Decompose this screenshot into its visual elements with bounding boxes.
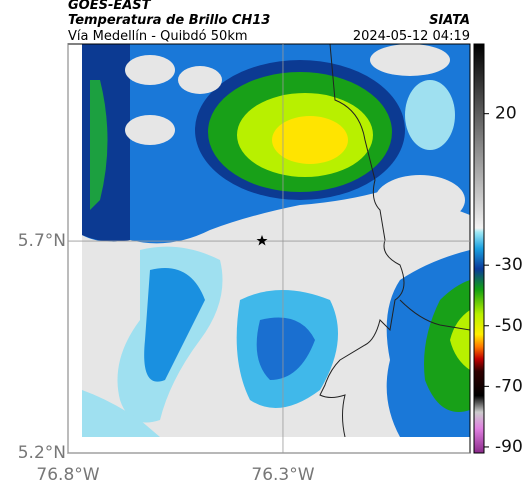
colorbar-tick-label: -50 bbox=[495, 316, 523, 336]
colorbar-tick-label: -70 bbox=[495, 376, 523, 396]
y-tick-label: 5.7°N bbox=[18, 231, 66, 251]
satellite-image bbox=[82, 44, 470, 437]
colorbar bbox=[473, 43, 485, 454]
satellite: GOES-EAST bbox=[68, 0, 152, 13]
colorbar-tick-label: -90 bbox=[495, 437, 523, 457]
source: SIATA bbox=[429, 13, 470, 28]
colorbar-tick-label: 20 bbox=[495, 104, 517, 124]
x-tick-label: 76.8°W bbox=[36, 465, 99, 485]
y-tick-label: 5.2°N bbox=[18, 443, 66, 463]
colorbar-ticks: 20 -30 -50 -70 -90 bbox=[484, 104, 523, 457]
location-marker bbox=[256, 235, 268, 246]
product: Temperatura de Brillo CH13 bbox=[68, 13, 270, 28]
x-tick-label: 76.3°W bbox=[251, 465, 314, 485]
axes: 76.8°W 76.3°W 5.2°N 5.7°N bbox=[18, 44, 470, 485]
header: GOES-EAST Temperatura de Brillo CH13 Vía… bbox=[68, 0, 470, 44]
route: Vía Medellín - Quibdó 50km bbox=[68, 29, 248, 44]
colorbar-tick-label: -30 bbox=[495, 255, 523, 275]
timestamp: 2024-05-12 04:19 bbox=[353, 29, 470, 44]
